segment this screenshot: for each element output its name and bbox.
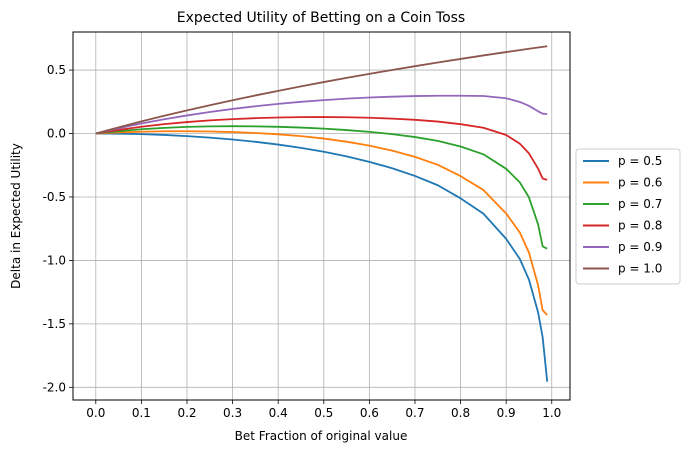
x-tick-label: 0.0 — [86, 406, 105, 420]
y-tick-label: -1.5 — [43, 317, 66, 331]
y-tick-label: -0.5 — [43, 190, 66, 204]
x-tick-label: 0.3 — [223, 406, 242, 420]
series-line — [95, 45, 548, 135]
series-lines — [95, 45, 549, 382]
series-line — [95, 125, 548, 250]
x-tick-label: 0.4 — [269, 406, 288, 420]
y-tick-label: 0.5 — [47, 63, 66, 77]
series-line — [95, 132, 549, 382]
x-tick-label: 0.7 — [405, 406, 424, 420]
series-line — [95, 130, 548, 316]
x-tick-label: 0.8 — [451, 406, 470, 420]
grid — [73, 32, 570, 400]
legend-label: p = 0.5 — [618, 154, 662, 168]
y-tick-label: -1.0 — [43, 253, 66, 267]
x-tick-label: 0.6 — [360, 406, 379, 420]
x-tick-label: 0.9 — [497, 406, 516, 420]
y-axis-label: Delta in Expected Utility — [9, 143, 23, 289]
x-tick-label: 0.2 — [177, 406, 196, 420]
x-tick-label: 0.5 — [314, 406, 333, 420]
chart-title: Expected Utility of Betting on a Coin To… — [177, 10, 465, 26]
plot-frame — [72, 31, 571, 401]
legend-label: p = 0.9 — [618, 240, 662, 254]
legend: p = 0.5 p = 0.6 p = 0.7 p = 0.8 p = 0.9 p = 1… — [575, 148, 681, 285]
legend-label: p = 0.7 — [618, 197, 662, 211]
x-axis-label: Bet Fraction of original value — [235, 429, 408, 443]
legend-label: p = 0.8 — [618, 219, 662, 233]
series-line — [95, 116, 548, 181]
x-tick-label: 0.1 — [132, 406, 151, 420]
legend-label: p = 0.6 — [618, 176, 662, 190]
x-tick-label: 1.0 — [542, 406, 561, 420]
y-axis-ticks: 0.5 0.0 -0.5 -1.0 -1.5 -2.0 — [43, 63, 73, 394]
y-tick-label: -2.0 — [43, 380, 66, 394]
series-line — [95, 94, 548, 135]
y-tick-label: 0.0 — [47, 127, 66, 141]
x-axis-ticks: 0.0 0.1 0.2 0.3 0.4 0.5 0.6 0.7 0.8 0.9 1.0 — [86, 400, 561, 420]
legend-label: p = 1.0 — [618, 262, 662, 276]
